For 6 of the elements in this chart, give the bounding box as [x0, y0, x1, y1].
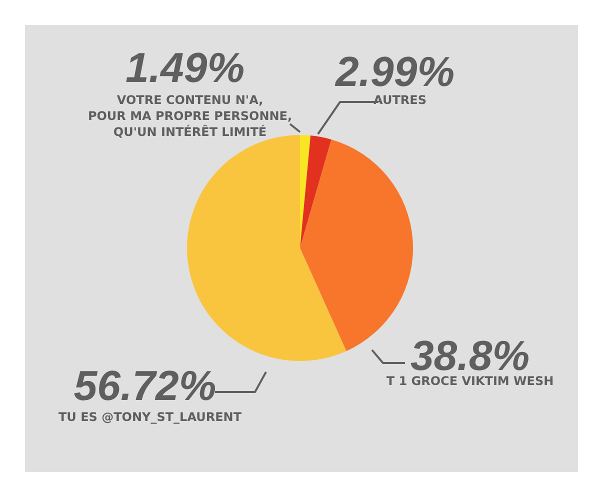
slice-label: TU ES @TONY_ST_LAURENT [58, 410, 242, 424]
data-label: 1.49% [125, 44, 245, 91]
data-label: 2.99% [334, 48, 455, 95]
slice-label: VOTRE CONTENU N'A, POUR MA PROPRE PERSONNE, QU'UN INTÉRÊT LIMITÉ [88, 93, 292, 140]
slice-label: AUTRES [374, 93, 426, 108]
data-label: 56.72% [74, 362, 216, 409]
